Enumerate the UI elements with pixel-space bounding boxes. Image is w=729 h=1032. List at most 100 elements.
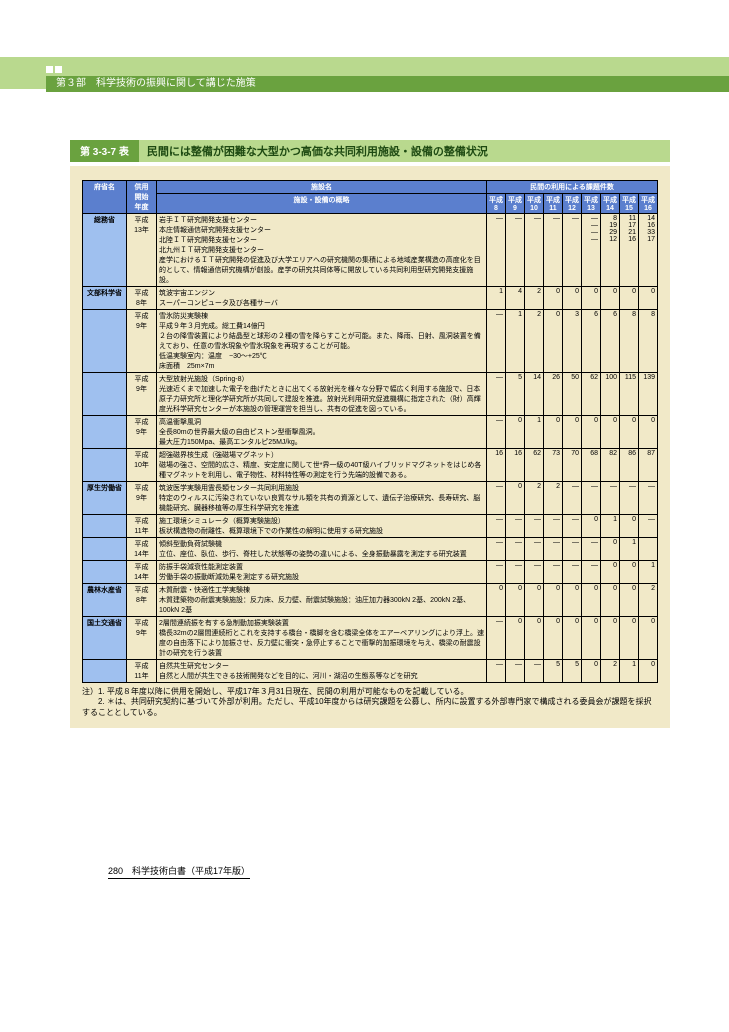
value-cell: 5 — [563, 660, 582, 683]
value-cell: — — [506, 515, 525, 538]
facility-cell: 傾斜型動負荷試験機立位、座位、臥位、歩行、脊柱した状態等の姿勢の違いによる、全身… — [157, 538, 487, 561]
value-cell: 1 — [620, 538, 639, 561]
value-cell: 0 — [582, 584, 601, 617]
value-cell: 2 — [639, 584, 658, 617]
table-number-tag: 第 3-3-7 表 — [70, 140, 139, 162]
facility-cell: 超強磁界核生成（強磁場マグネット）磁場の強さ、空間的広さ、精度、安定度に関して世… — [157, 449, 487, 482]
value-cell: 0 — [601, 561, 620, 584]
ministry-cell: 文部科学省 — [83, 287, 127, 310]
value-cell: 62 — [525, 449, 544, 482]
ministry-cell — [83, 561, 127, 584]
value-cell: 0 — [620, 561, 639, 584]
table-row: 平成 9年雪氷防災実験棟平成９年３月完成。総工費14億円 ２台の降雪装置により結… — [83, 310, 658, 373]
value-cell: 8 — [639, 310, 658, 373]
value-cell: 0 — [563, 287, 582, 310]
value-cell: 50 — [563, 373, 582, 416]
table-row: 国土交通省平成 9年2層間連続振を有する急制動加振実験装置橋長32mの2層間連続… — [83, 617, 658, 660]
value-cell: 16 — [487, 449, 506, 482]
note-2: 2. ＊は、共同研究契約に基づいて外部が利用。ただし、平成10年度からは研究課題… — [82, 697, 658, 718]
value-cell: 0 — [601, 416, 620, 449]
page-body: 第 3-3-7 表 民間には整備が困難な大型かつ高価な共同利用施設・設備の整備状… — [70, 140, 670, 728]
table-row: 文部科学省平成 8年筑波宇宙エンジン スーパーコンピュータ及び各種サーバ1420… — [83, 287, 658, 310]
value-cell: 5 — [506, 373, 525, 416]
col-y12: 平成 12 — [563, 194, 582, 214]
value-cell: 0 — [601, 538, 620, 561]
table-row: 平成 9年高温衝撃風洞全長80mの世界最大級の自由ピストン型衝撃風洞。 最大圧力… — [83, 416, 658, 449]
value-cell: 0 — [620, 287, 639, 310]
table-row: 平成 11年施工環境シミュレータ（概算実験施設）板状構造物の耐離性、概算環境下で… — [83, 515, 658, 538]
value-cell: — — [487, 515, 506, 538]
header-decor-squares — [46, 66, 62, 73]
value-cell: — — [525, 561, 544, 584]
value-cell: 16 — [506, 449, 525, 482]
col-y15: 平成 15 — [620, 194, 639, 214]
value-cell: — — [563, 538, 582, 561]
year-cell: 平成 14年 — [127, 538, 157, 561]
col-facility-sub: 施設・設備の概略 — [157, 194, 487, 214]
value-cell: 0 — [620, 416, 639, 449]
value-cell: 0 — [620, 584, 639, 617]
value-cell: 1 — [525, 416, 544, 449]
value-cell: — — [563, 515, 582, 538]
value-cell: 139 — [639, 373, 658, 416]
value-cell: 0 — [563, 584, 582, 617]
value-cell: 1 — [639, 561, 658, 584]
value-cell: — — [487, 538, 506, 561]
value-cell: — — [544, 538, 563, 561]
value-cell: 14 — [525, 373, 544, 416]
facility-cell: 2層間連続振を有する急制動加振実験装置橋長32mの2層間連続桁とこれを支持する橋… — [157, 617, 487, 660]
value-cell: 0 — [563, 416, 582, 449]
col-usage-top: 民間の利用による課題件数 — [487, 181, 658, 194]
year-cell: 平成 8年 — [127, 584, 157, 617]
value-cell: — — [544, 515, 563, 538]
year-cell: 平成 9年 — [127, 373, 157, 416]
table-row: 厚生労働省平成 9年筑波医学実験用霊長類センター共同利用施設特定のウィルスに汚染… — [83, 482, 658, 515]
value-cell: — — [601, 482, 620, 515]
value-cell: — — [487, 561, 506, 584]
value-cell: — — [544, 561, 563, 584]
value-cell: 73 — [544, 449, 563, 482]
value-cell: 11 17 21 16 — [620, 214, 639, 287]
year-cell: 平成 13年 — [127, 214, 157, 287]
section-title: 第３部 科学技術の振興に関して講じた施策 — [46, 76, 729, 92]
note-1: 注）1. 平成８年度以降に供用を開始し、平成17年３月31日現在、民間の利用が可… — [82, 687, 658, 697]
value-cell: — — [506, 214, 525, 287]
col-y10: 平成 10 — [525, 194, 544, 214]
value-cell: 0 — [506, 617, 525, 660]
value-cell: — — [525, 538, 544, 561]
year-cell: 平成 14年 — [127, 561, 157, 584]
page-footer: 280 科学技術白書（平成17年版） — [108, 864, 250, 879]
value-cell: — — [487, 416, 506, 449]
value-cell: 0 — [582, 515, 601, 538]
value-cell: 115 — [620, 373, 639, 416]
value-cell: 5 — [544, 660, 563, 683]
value-cell: — — [487, 373, 506, 416]
value-cell: — — [582, 538, 601, 561]
year-cell: 平成 9年 — [127, 617, 157, 660]
value-cell: — — — — — [582, 214, 601, 287]
value-cell: — — [563, 482, 582, 515]
value-cell: — — [582, 561, 601, 584]
value-cell: 0 — [506, 584, 525, 617]
table-row: 平成 11年自然共生研究センター自然と人間が共生できる技術開発などを目的に、河川… — [83, 660, 658, 683]
value-cell: 4 — [506, 287, 525, 310]
value-cell: 2 — [601, 660, 620, 683]
value-cell: — — [620, 482, 639, 515]
value-cell: 0 — [563, 617, 582, 660]
col-y9: 平成 9 — [506, 194, 525, 214]
value-cell: 0 — [544, 416, 563, 449]
value-cell: 0 — [582, 617, 601, 660]
ministry-cell — [83, 538, 127, 561]
value-cell: 0 — [525, 617, 544, 660]
year-cell: 平成 9年 — [127, 482, 157, 515]
table-row: 平成 14年防振手袋減衰性能測定装置労働手袋の振動断減効果を測定する研究施設——… — [83, 561, 658, 584]
value-cell: — — [506, 561, 525, 584]
value-cell: 0 — [582, 287, 601, 310]
value-cell: 8 19 29 12 — [601, 214, 620, 287]
value-cell: 0 — [487, 584, 506, 617]
value-cell: 0 — [639, 660, 658, 683]
value-cell: 0 — [601, 584, 620, 617]
facility-cell: 雪氷防災実験棟平成９年３月完成。総工費14億円 ２台の降雪装置により結晶型と球形… — [157, 310, 487, 373]
value-cell: — — [639, 515, 658, 538]
year-cell: 平成 11年 — [127, 515, 157, 538]
